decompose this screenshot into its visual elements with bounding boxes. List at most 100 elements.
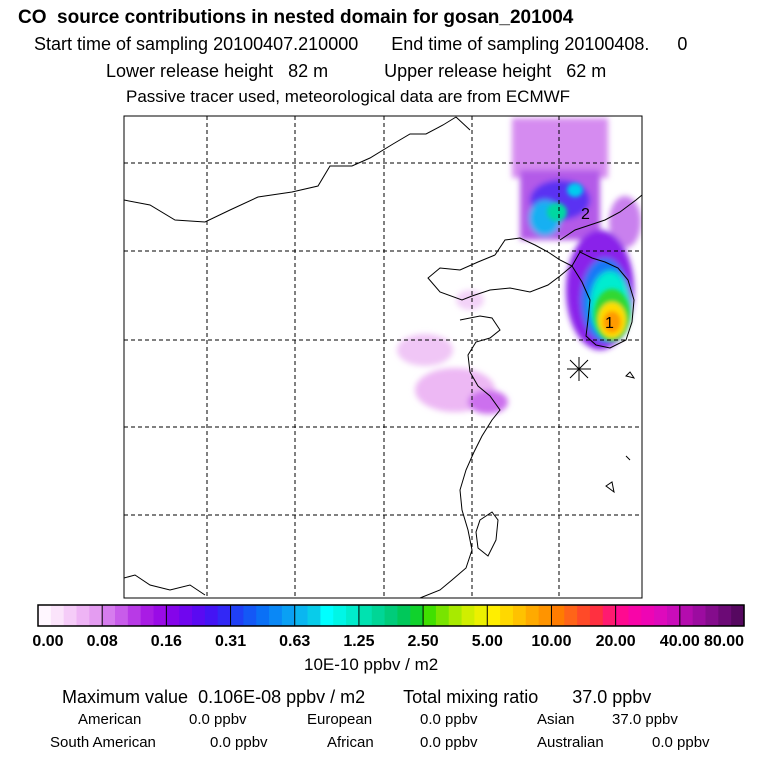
colorbar-cell — [153, 605, 167, 626]
colorbar-cell — [615, 605, 630, 626]
region-european-value: 0.0 ppbv — [420, 711, 478, 728]
colorbar-cell — [654, 605, 668, 626]
tracer-note: Passive tracer used, meteorological data… — [126, 87, 571, 106]
colorbar-cell — [294, 605, 309, 626]
colorbar-cell — [371, 605, 386, 626]
colorbar-cell — [89, 605, 103, 626]
lower-release-height: Lower release height 82 m — [106, 61, 329, 81]
colorbar-cell — [474, 605, 488, 626]
colorbar-cell — [564, 605, 578, 626]
map-frame — [123, 115, 643, 599]
end-time: End time of sampling 20100408. — [391, 34, 650, 54]
colorbar-cell — [538, 605, 553, 626]
colorbar — [37, 604, 745, 627]
colorbar-cell — [63, 605, 78, 626]
region-south-american-name: South American — [50, 734, 156, 751]
colorbar-cell — [307, 605, 321, 626]
colorbar-cell — [410, 605, 424, 626]
colorbar-cell — [525, 605, 540, 626]
region-african-value: 0.0 ppbv — [420, 734, 478, 751]
summary-line: Maximum value 0.106E-08 ppbv / m2 Total m… — [62, 688, 651, 706]
colorbar-tick-label: 40.00 — [659, 633, 700, 650]
colorbar-cell — [602, 605, 617, 626]
colorbar-cell — [320, 605, 334, 626]
plume-north-band — [512, 118, 608, 178]
colorbar-cell — [256, 605, 270, 626]
total-label: Total mixing ratio — [403, 687, 539, 707]
colorbar-cell — [384, 605, 399, 626]
plume-korea-orange — [603, 311, 621, 333]
colorbar-cell — [179, 605, 193, 626]
colorbar-cells — [38, 605, 745, 626]
chart-title: CO source contributions in nested domain… — [18, 7, 574, 28]
upper-release-height: Upper release height 62 m — [384, 61, 607, 81]
colorbar-cell — [577, 605, 591, 626]
colorbar-cell — [281, 605, 296, 626]
colorbar-tick-label: 0.00 — [32, 633, 64, 650]
concentration-field — [397, 118, 641, 414]
end-time-value: 0 — [677, 34, 688, 54]
region-australian-value: 0.0 ppbv — [652, 734, 710, 751]
colorbar-tick-label: 2.50 — [407, 633, 439, 650]
colorbar-tick-label: 80.00 — [703, 633, 745, 650]
colorbar-cell — [448, 605, 463, 626]
colorbar-tick-label: 0.31 — [214, 633, 247, 650]
colorbar-cell — [102, 605, 116, 626]
colorbar-cell — [38, 605, 52, 626]
region-australian-name: Australian — [537, 734, 604, 751]
plume-north-china — [397, 334, 453, 366]
region-american-value: 0.0 ppbv — [189, 711, 247, 728]
colorbar-cell — [243, 605, 257, 626]
colorbar-frame — [37, 604, 745, 627]
colorbar-cell — [679, 605, 694, 626]
plume-north-cyan2 — [567, 183, 583, 197]
colorbar-tick-label: 0.08 — [86, 633, 118, 650]
max-value: 0.106E-08 ppbv / m2 — [198, 687, 366, 707]
colorbar-dividers — [101, 605, 681, 626]
total-value: 37.0 ppbv — [572, 687, 652, 707]
colorbar-cell — [705, 605, 719, 626]
marker-1: 1 — [605, 315, 614, 332]
colorbar-cell — [512, 605, 527, 626]
colorbar-cell — [589, 605, 604, 626]
colorbar-tick-label: 20.00 — [595, 633, 636, 650]
colorbar-cell — [435, 605, 450, 626]
region-american-name: American — [78, 711, 142, 728]
region-african-name: African — [327, 734, 374, 751]
start-time: Start time of sampling 20100407.210000 — [34, 34, 359, 54]
colorbar-tick-label: 0.63 — [279, 633, 311, 650]
colorbar-cell — [192, 605, 206, 626]
colorbar-cell — [666, 605, 681, 626]
colorbar-tick-label: 10.00 — [531, 633, 572, 650]
colorbar-cell — [358, 605, 373, 626]
colorbar-cell — [333, 605, 347, 626]
region-south-american-value: 0.0 ppbv — [210, 734, 268, 751]
colorbar-cell — [115, 605, 129, 626]
colorbar-cell — [551, 605, 565, 626]
sampling-times: Start time of sampling 20100407.210000 En… — [34, 35, 687, 53]
colorbar-cell — [50, 605, 65, 626]
release-heights: Lower release height 82 m Upper release h… — [106, 62, 606, 80]
colorbar-cell — [204, 605, 219, 626]
coastlines — [124, 116, 642, 598]
colorbar-cell — [217, 605, 232, 626]
colorbar-tick-label: 1.25 — [343, 633, 375, 650]
colorbar-cell — [692, 605, 707, 626]
colorbar-tick-label: 5.00 — [471, 633, 503, 650]
grid-lines — [124, 116, 642, 598]
colorbar-cell — [230, 605, 244, 626]
colorbar-cell — [166, 605, 180, 626]
marker-2: 2 — [581, 206, 590, 223]
colorbar-cell — [461, 605, 476, 626]
colorbar-cell — [628, 605, 642, 626]
colorbar-cell — [346, 605, 360, 626]
region-european-name: European — [307, 711, 373, 728]
colorbar-cell — [641, 605, 655, 626]
region-asian-value: 37.0 ppbv — [612, 711, 678, 728]
colorbar-cell — [731, 605, 745, 626]
colorbar-cell — [397, 605, 411, 626]
max-label: Maximum value — [62, 687, 189, 707]
receptor-star-icon — [567, 357, 591, 381]
colorbar-tick-label: 0.16 — [150, 633, 182, 650]
region-asian-name: Asian — [537, 711, 575, 728]
